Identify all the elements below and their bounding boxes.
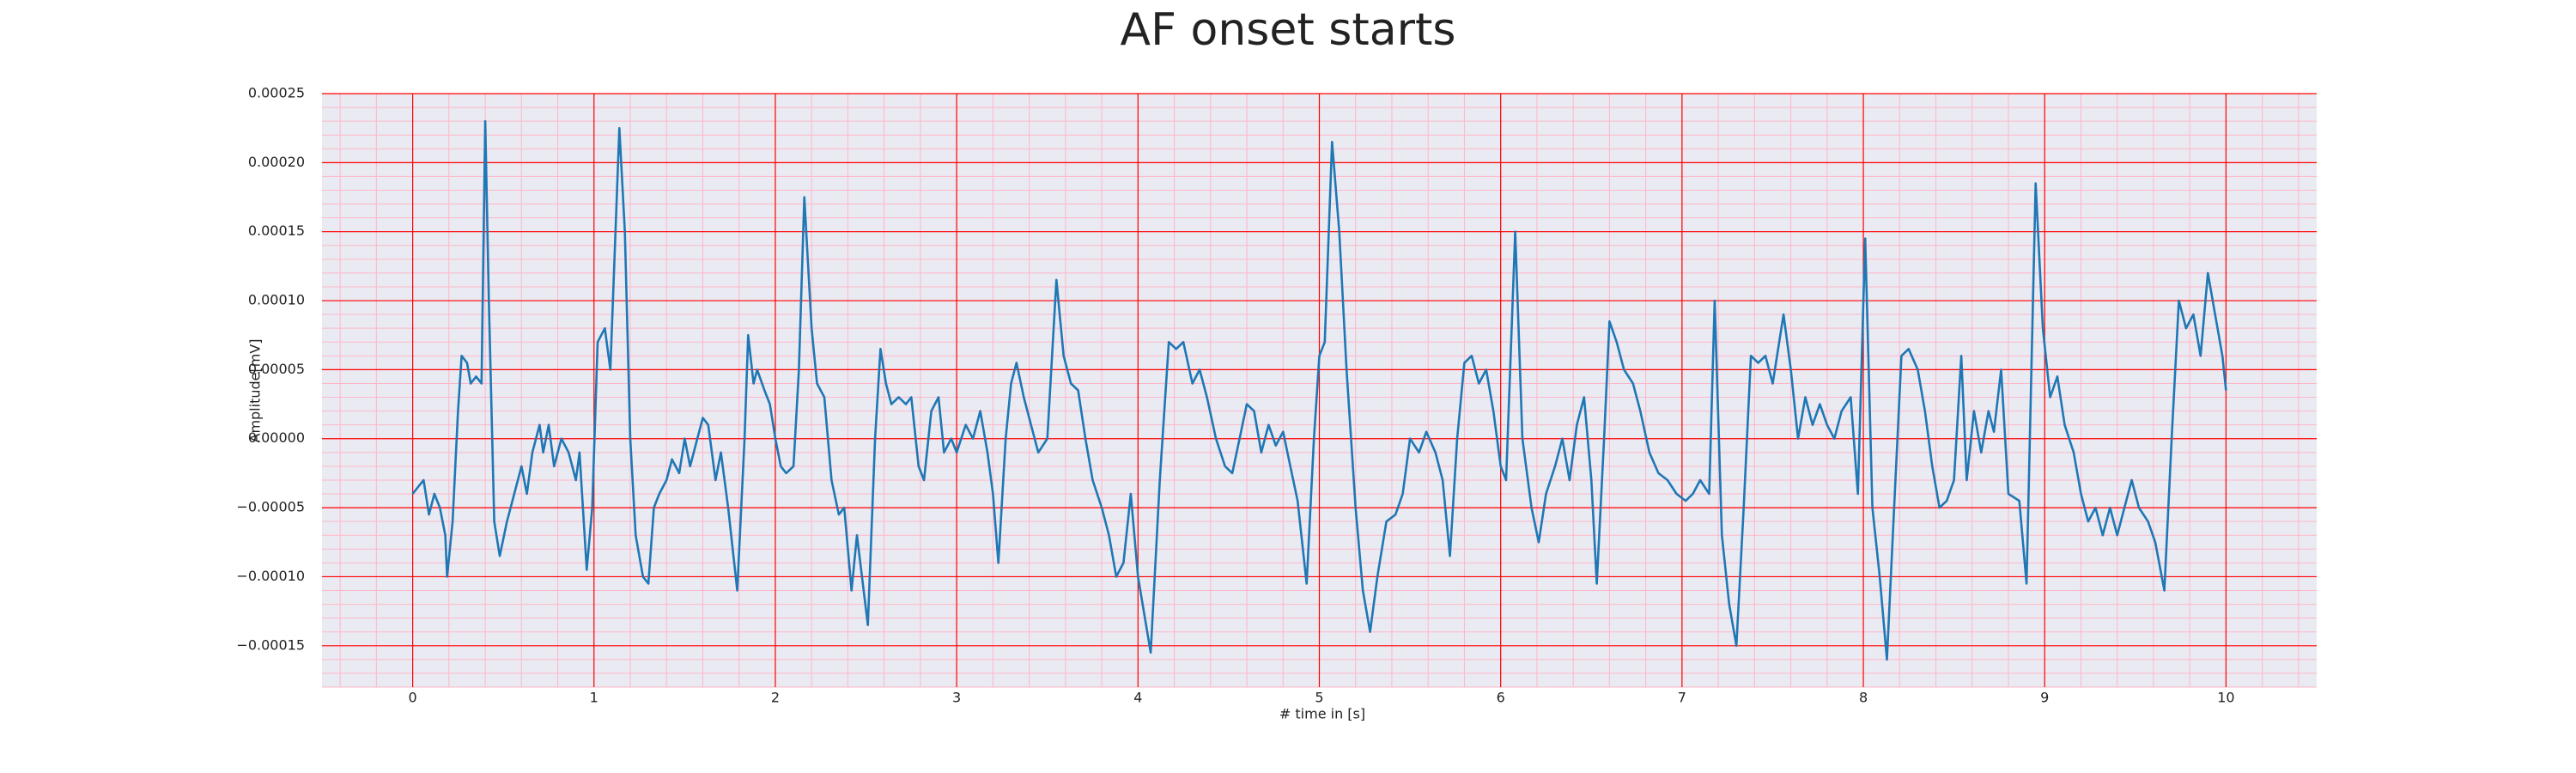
y-tick-label: 0.00020 [248, 154, 305, 170]
y-tick-label: −0.00010 [236, 568, 305, 584]
x-tick-label: 7 [1678, 690, 1686, 706]
y-tick-label: 0.00025 [248, 85, 305, 101]
x-tick-label: 3 [952, 690, 961, 706]
x-tick-label: 4 [1133, 690, 1142, 706]
y-tick-label: 0.00015 [248, 222, 305, 239]
x-tick-label: 2 [771, 690, 780, 706]
x-tick-label: 5 [1315, 690, 1323, 706]
y-tick-label: 0.00005 [248, 361, 305, 377]
y-tick-label: −0.00005 [236, 499, 305, 515]
chart-title: AF onset starts [1121, 4, 1456, 56]
x-tick-label: 6 [1497, 690, 1505, 706]
x-axis-label: # time in [s] [1279, 706, 1365, 722]
x-tick-label: 1 [590, 690, 598, 706]
y-axis-label: Amplitude[mV] [247, 338, 264, 442]
x-tick-label: 8 [1859, 690, 1868, 706]
signal-line [411, 119, 2227, 661]
y-tick-label: 0.00000 [248, 429, 305, 446]
x-tick-label: 10 [2217, 690, 2234, 706]
x-tick-label: 0 [408, 690, 416, 706]
y-tick-label: −0.00015 [236, 636, 305, 653]
y-tick-label: 0.00010 [248, 292, 305, 308]
x-tick-label: 9 [2040, 690, 2049, 706]
